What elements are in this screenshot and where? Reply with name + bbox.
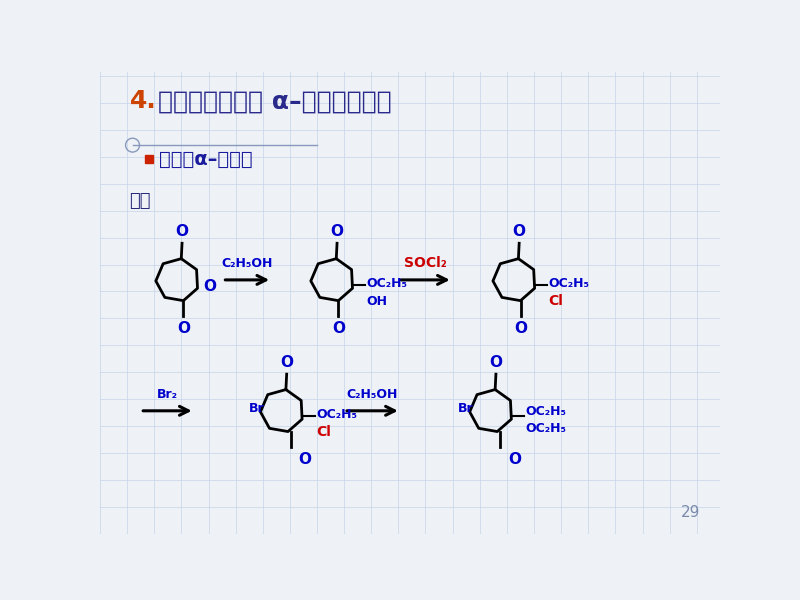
Text: OC₂H₅: OC₂H₅	[526, 405, 566, 418]
Text: 例：: 例：	[130, 193, 151, 211]
Text: 酰卤的α–氢卤代: 酰卤的α–氢卤代	[159, 149, 253, 169]
Text: O: O	[175, 224, 189, 239]
Bar	[145, 155, 153, 163]
Text: O: O	[204, 279, 217, 294]
Text: Br: Br	[458, 402, 474, 415]
Text: O: O	[177, 320, 190, 335]
Text: C₂H₅OH: C₂H₅OH	[346, 388, 398, 401]
Text: OC₂H₅: OC₂H₅	[366, 277, 407, 290]
Text: SOCl₂: SOCl₂	[404, 256, 447, 270]
Text: OC₂H₅: OC₂H₅	[526, 422, 566, 435]
Text: Cl: Cl	[316, 425, 331, 439]
Text: O: O	[508, 452, 521, 467]
Text: O: O	[298, 452, 311, 467]
Text: O: O	[514, 320, 527, 335]
Text: O: O	[330, 224, 343, 239]
Text: 29: 29	[682, 505, 701, 520]
Text: 4.: 4.	[130, 89, 156, 113]
Text: Br: Br	[249, 402, 265, 415]
Text: 有关羧酸衍生物 α–位的反应简介: 有关羧酸衍生物 α–位的反应简介	[158, 89, 392, 113]
Text: Cl: Cl	[549, 295, 563, 308]
Text: OC₂H₅: OC₂H₅	[549, 277, 590, 290]
Text: C₂H₅OH: C₂H₅OH	[222, 257, 273, 270]
Text: O: O	[513, 224, 526, 239]
Text: O: O	[280, 355, 293, 370]
Text: OC₂H₅: OC₂H₅	[316, 408, 357, 421]
Text: OH: OH	[366, 295, 387, 308]
Text: O: O	[490, 355, 502, 370]
Text: Br₂: Br₂	[157, 388, 178, 401]
Text: O: O	[332, 320, 345, 335]
